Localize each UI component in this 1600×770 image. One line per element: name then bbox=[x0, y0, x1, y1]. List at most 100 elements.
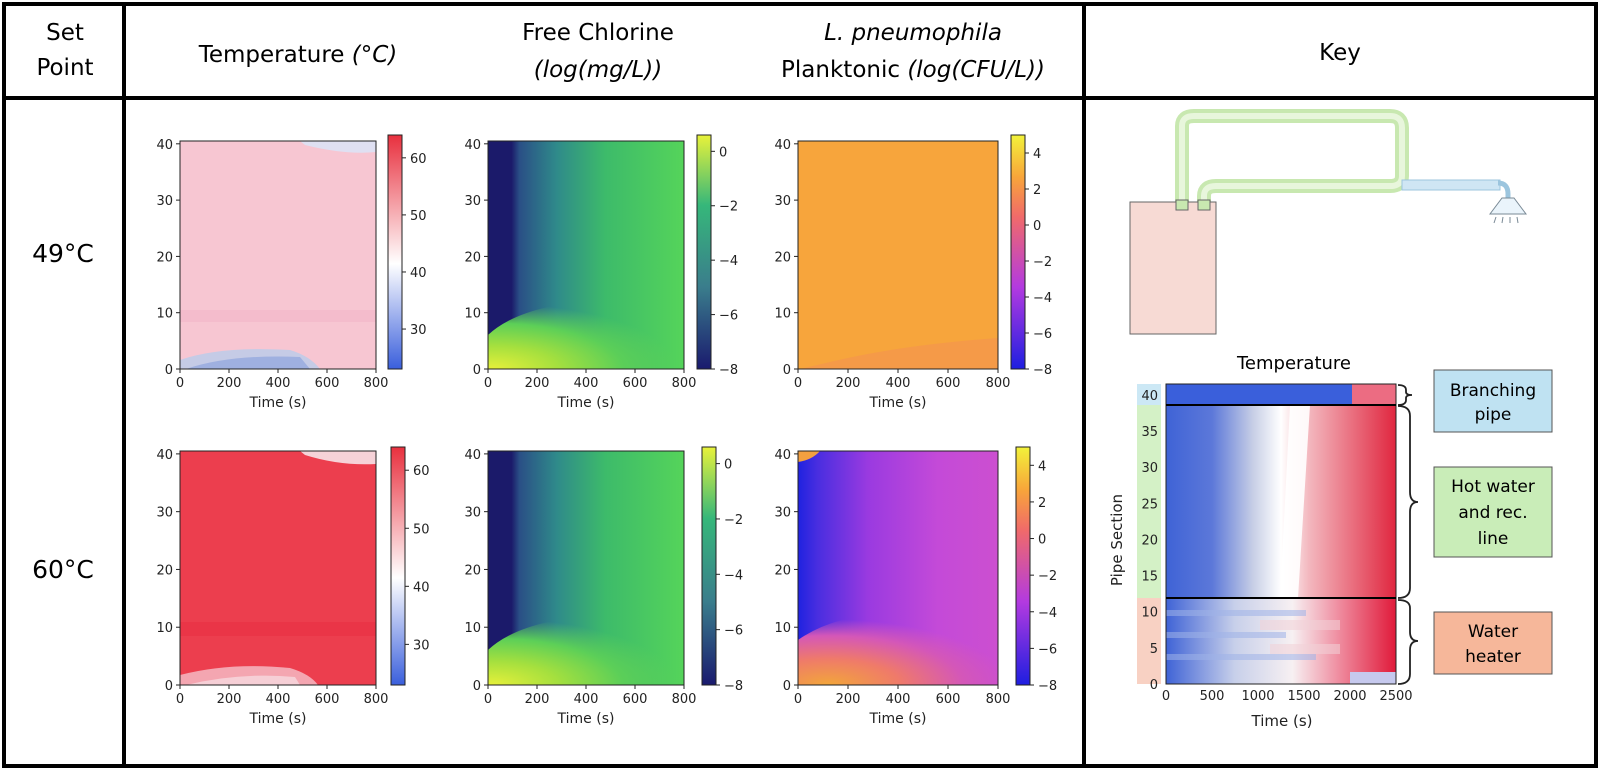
y-tick-label: 20 bbox=[156, 250, 173, 265]
key-label-branching: Branching pipe bbox=[1433, 369, 1553, 433]
y-tick-label: 40 bbox=[464, 448, 481, 463]
x-tick-label: 0 bbox=[176, 692, 184, 707]
colorbar-lp-49 bbox=[1010, 134, 1026, 370]
x-axis-label: Time (s) bbox=[557, 711, 615, 727]
key-x-tick-label: 2000 bbox=[1333, 689, 1366, 704]
header-row: Set Point Temperature (°C) Free Chlorine… bbox=[36, 20, 1360, 83]
header-chlorine-line2: (log(mg/L)) bbox=[534, 57, 663, 83]
colorbar-tick-label: 50 bbox=[410, 209, 427, 224]
x-tick-label: 600 bbox=[623, 692, 648, 707]
key-label-heater: Water heater bbox=[1433, 611, 1553, 675]
colorbar-tick-label: −2 bbox=[724, 513, 743, 528]
colorbar-cl-60 bbox=[701, 446, 717, 686]
x-tick-label: 800 bbox=[364, 376, 389, 391]
row-label-60: 60°C bbox=[32, 555, 94, 584]
key-x-tick-label: 0 bbox=[1162, 689, 1170, 704]
key-axis-bands bbox=[1137, 384, 1161, 684]
x-tick-label: 400 bbox=[886, 692, 911, 707]
y-tick-label: 10 bbox=[156, 621, 173, 636]
x-tick-label: 400 bbox=[266, 376, 291, 391]
y-tick-label: 10 bbox=[464, 307, 481, 322]
y-tick-label: 0 bbox=[165, 679, 173, 694]
y-tick-label: 10 bbox=[774, 621, 791, 636]
key-axis-ticks: 0 500 1000 1500 2000 2500 0 5 10 15 20 25 30 35 40 bbox=[1141, 389, 1412, 704]
colorbar-tick-label: −8 bbox=[719, 363, 738, 378]
header-legionella-line2: Planktonic (log(CFU/L)) bbox=[781, 57, 1045, 83]
colorbar-tick-label: −8 bbox=[724, 679, 743, 694]
colorbar-tick-label: 40 bbox=[410, 266, 427, 281]
y-tick-label: 20 bbox=[156, 563, 173, 578]
colorbar-tick-label: 0 bbox=[1033, 219, 1041, 234]
x-tick-label: 200 bbox=[217, 692, 242, 707]
y-tick-label: 20 bbox=[774, 250, 791, 265]
key-y-tick-label: 35 bbox=[1141, 425, 1158, 440]
colorbar-tick-label: −6 bbox=[724, 624, 743, 639]
x-tick-label: 0 bbox=[484, 376, 492, 391]
key-y-tick-label: 0 bbox=[1150, 678, 1158, 693]
colorbar-tick-label: 60 bbox=[410, 152, 427, 167]
x-tick-label: 200 bbox=[217, 376, 242, 391]
colorbar-tick-label: 30 bbox=[413, 638, 430, 653]
panel-lp-60 bbox=[797, 450, 999, 686]
x-tick-label: 800 bbox=[672, 692, 697, 707]
svg-text:heater: heater bbox=[1465, 647, 1521, 667]
svg-text:Hot water: Hot water bbox=[1451, 477, 1535, 497]
y-tick-label: 20 bbox=[774, 563, 791, 578]
y-tick-label: 40 bbox=[774, 138, 791, 153]
svg-text:and rec.: and rec. bbox=[1458, 503, 1527, 523]
panel-lp-49 bbox=[797, 140, 999, 370]
header-legionella-line1: L. pneumophila bbox=[824, 20, 1002, 46]
y-tick-label: 30 bbox=[156, 194, 173, 209]
x-axis-label: Time (s) bbox=[557, 395, 615, 411]
colorbar-tick-label: 60 bbox=[413, 464, 430, 479]
colorbar-tick-label: −6 bbox=[1033, 327, 1052, 342]
colorbar-tick-label: −2 bbox=[719, 200, 738, 215]
colorbar-tick-label: −2 bbox=[1033, 255, 1052, 270]
header-setpoint-line1: Set bbox=[46, 20, 84, 46]
colorbar-tick-label: 4 bbox=[1033, 147, 1041, 162]
key-label-hotwater: Hot water and rec. line bbox=[1433, 466, 1553, 558]
x-tick-label: 0 bbox=[794, 692, 802, 707]
x-tick-label: 200 bbox=[836, 692, 861, 707]
y-tick-label: 30 bbox=[774, 194, 791, 209]
colorbar-cl-49 bbox=[696, 134, 712, 370]
y-tick-label: 0 bbox=[473, 679, 481, 694]
key-y-tick-label: 20 bbox=[1141, 533, 1158, 548]
header-chlorine-line1: Free Chlorine bbox=[522, 20, 674, 46]
panel-temp-60 bbox=[179, 450, 377, 686]
key-xlabel: Time (s) bbox=[1251, 712, 1313, 730]
colorbar-tick-label: −6 bbox=[719, 309, 738, 324]
y-tick-label: 10 bbox=[156, 307, 173, 322]
colorbar-tick-label: 2 bbox=[1033, 183, 1041, 198]
header-key: Key bbox=[1319, 40, 1361, 66]
x-axis-label: Time (s) bbox=[249, 711, 307, 727]
y-tick-label: 0 bbox=[783, 679, 791, 694]
colorbar-tick-label: 50 bbox=[413, 522, 430, 537]
colorbar-lp-60 bbox=[1015, 446, 1031, 686]
colorbar-tick-label: 0 bbox=[719, 145, 727, 160]
x-tick-label: 400 bbox=[574, 692, 599, 707]
header-temperature: Temperature (°C) bbox=[198, 42, 398, 68]
x-tick-label: 200 bbox=[525, 376, 550, 391]
x-tick-label: 800 bbox=[986, 376, 1011, 391]
x-axis-label: Time (s) bbox=[869, 711, 927, 727]
colorbar-tick-label: −4 bbox=[724, 568, 743, 583]
svg-text:Branching: Branching bbox=[1450, 381, 1536, 401]
y-tick-label: 40 bbox=[464, 138, 481, 153]
x-tick-label: 200 bbox=[836, 376, 861, 391]
colorbar-tick-label: −4 bbox=[1038, 606, 1057, 621]
x-tick-label: 800 bbox=[672, 376, 697, 391]
colorbar-tick-label: −8 bbox=[1033, 363, 1052, 378]
key-x-tick-label: 2500 bbox=[1379, 689, 1412, 704]
x-tick-label: 600 bbox=[315, 376, 340, 391]
x-tick-label: 0 bbox=[794, 376, 802, 391]
header-setpoint-line2: Point bbox=[36, 55, 93, 81]
key-ylabel: Pipe Section bbox=[1108, 494, 1126, 586]
colorbar-tick-label: 2 bbox=[1038, 496, 1046, 511]
key-y-tick-label: 10 bbox=[1141, 606, 1158, 621]
colorbar-tick-label: 0 bbox=[1038, 533, 1046, 548]
y-tick-label: 0 bbox=[473, 363, 481, 378]
